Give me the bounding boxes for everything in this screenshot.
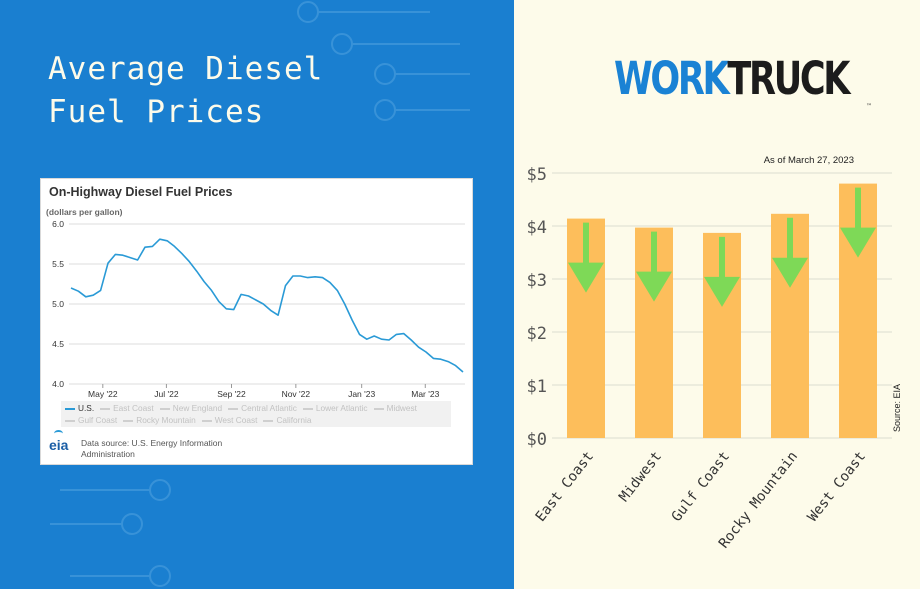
trademark-mark: ™ (866, 103, 872, 110)
eia-data-source: Data source: U.S. Energy Information Adm… (81, 438, 223, 459)
line-chart-legend: U.S. East Coast New England Central Atlanti… (61, 401, 451, 427)
legend-entry[interactable]: U.S. (65, 402, 94, 414)
logo-work: WORK (614, 52, 730, 105)
title-line-1: Average Diesel (48, 51, 324, 87)
eia-chart-units: (dollars per gallon) (46, 207, 123, 217)
x-tick-label: Sep '22 (217, 389, 246, 399)
legend-swatch (201, 420, 212, 422)
legend-entry[interactable]: Midwest (373, 402, 417, 414)
logo-truck: TRUCK (727, 52, 850, 105)
down-arrow-icon (772, 217, 808, 288)
y-tick-label: 5.5 (52, 259, 64, 269)
legend-label: East Coast (113, 403, 154, 413)
legend-swatch (373, 408, 384, 410)
x-tick-label: Jul '22 (154, 389, 179, 399)
legend-swatch (159, 408, 170, 410)
eia-leaf-icon (54, 430, 63, 437)
left-panel: Average Diesel Fuel Prices On-Highway Di… (0, 0, 514, 589)
legend-entry[interactable]: New England (159, 402, 223, 414)
legend-entry[interactable]: California (263, 414, 312, 426)
x-tick-label: Mar '23 (411, 389, 439, 399)
down-arrow-icon (568, 222, 604, 293)
legend-label: Gulf Coast (78, 415, 118, 425)
eia-chart-card: On-Highway Diesel Fuel Prices (dollars p… (40, 178, 473, 465)
legend-label: New England (172, 403, 223, 413)
title-line-2: Fuel Prices (48, 94, 265, 130)
right-panel: WORKTRUCK ™ As of March 27, 2023 $0 $1 $2 $… (514, 0, 920, 589)
category-label: West Coast (805, 449, 870, 525)
y-tick-label: $2 (527, 324, 547, 344)
y-tick-label: 6.0 (52, 219, 64, 229)
y-tick-label: $4 (527, 218, 547, 238)
legend-entry[interactable]: Lower Atlantic (302, 402, 368, 414)
page-title: Average Diesel Fuel Prices (48, 48, 323, 134)
x-tick-label: Jan '23 (348, 389, 375, 399)
category-label: Gulf Coast (669, 449, 734, 525)
down-arrow-icon (704, 236, 740, 307)
legend-entry[interactable]: Gulf Coast (65, 414, 117, 426)
legend-label: California (276, 415, 312, 425)
eia-chart-title: On-Highway Diesel Fuel Prices (49, 185, 233, 199)
legend-label: Midwest (386, 403, 417, 413)
y-tick-label: 4.0 (52, 379, 64, 389)
x-tick-label: Nov '22 (282, 389, 311, 399)
down-arrow-icon (636, 231, 672, 302)
eia-logo: eia (49, 430, 69, 453)
y-tick-label: $1 (527, 377, 547, 397)
legend-entry[interactable]: Central Atlantic (228, 402, 297, 414)
legend-label: Rocky Mountain (136, 415, 196, 425)
category-label: Midwest (616, 449, 665, 505)
series-line-us (70, 238, 464, 373)
y-tick-label: 4.5 (52, 339, 64, 349)
legend-entry[interactable]: West Coast (201, 414, 258, 426)
legend-entry[interactable]: East Coast (100, 402, 154, 414)
x-tick-label: May '22 (88, 389, 118, 399)
diesel-line-chart: 4.0 4.5 5.0 5.5 6.0 May '22 Jul '22 Sep '22 Nov … (52, 219, 465, 399)
eia-logo-text: eia (49, 437, 69, 453)
legend-label: U.S. (78, 403, 95, 413)
legend-swatch (100, 408, 111, 410)
bar-source-label: Source: EIA (892, 383, 902, 432)
y-tick-label: $3 (527, 271, 547, 291)
legend-label: Lower Atlantic (315, 403, 368, 413)
legend-swatch (263, 420, 274, 422)
legend-swatch (302, 408, 313, 410)
legend-swatch (123, 420, 134, 422)
y-tick-label: 5.0 (52, 299, 64, 309)
legend-entry[interactable]: Rocky Mountain (123, 414, 196, 426)
down-arrow-icon (840, 187, 876, 258)
circuit-decoration (50, 1, 470, 587)
legend-swatch (65, 407, 75, 410)
y-tick-label: $0 (527, 430, 547, 450)
legend-label: Central Atlantic (241, 403, 297, 413)
category-label: East Coast (533, 449, 598, 525)
as-of-date: As of March 27, 2023 (763, 155, 854, 166)
worktruck-logo: WORKTRUCK (614, 56, 851, 101)
legend-swatch (228, 408, 239, 410)
y-tick-label: $5 (527, 165, 547, 185)
legend-label: West Coast (214, 415, 258, 425)
legend-swatch (65, 420, 75, 422)
